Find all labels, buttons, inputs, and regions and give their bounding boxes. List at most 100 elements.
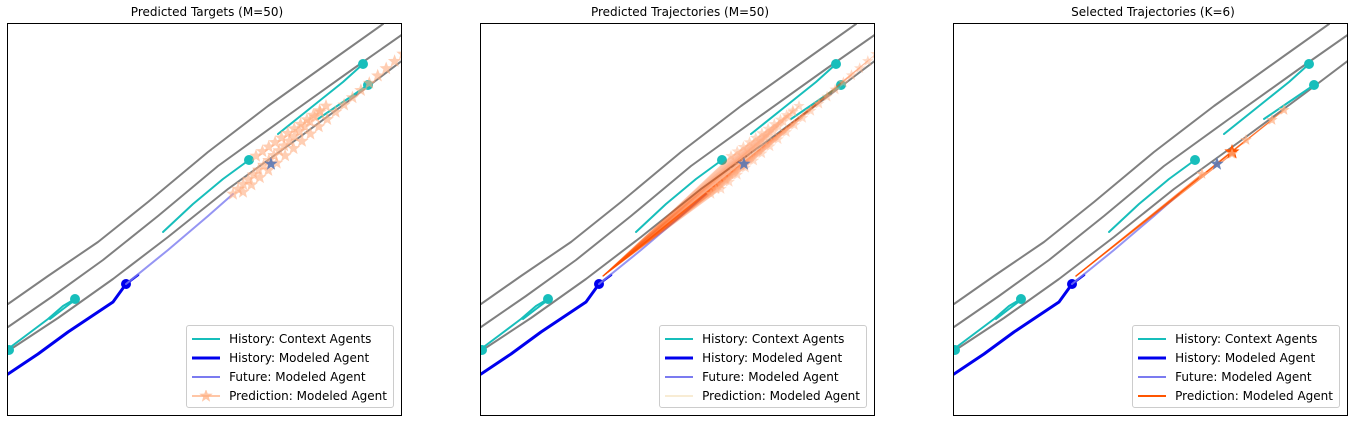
legend-item-context: History: Context Agents xyxy=(1137,329,1333,348)
prediction-target-star xyxy=(805,104,817,116)
context-history xyxy=(635,159,723,233)
prediction-target-star xyxy=(731,168,743,180)
legend-item-prediction: Prediction: Modeled Agent xyxy=(191,386,387,405)
prediction-target-star xyxy=(298,119,312,133)
predicted-trajectory xyxy=(602,96,828,277)
selected-trajectory xyxy=(1075,153,1233,277)
plot-area: History: Context Agents History: Modeled… xyxy=(953,23,1348,416)
context-history xyxy=(1108,159,1196,233)
predicted-trajectory xyxy=(602,81,844,277)
trajectory-plot xyxy=(481,24,874,376)
prediction-target-star xyxy=(837,76,850,88)
context-history xyxy=(277,63,364,135)
predicted-trajectory xyxy=(602,135,770,277)
prediction-target-star xyxy=(281,126,295,139)
prediction-target-star xyxy=(244,177,259,191)
context-history xyxy=(481,298,549,350)
predicted-trajectory xyxy=(602,183,722,277)
legend-swatch-graphic xyxy=(1138,337,1167,340)
prediction-target-star xyxy=(319,99,333,112)
context-agent-point xyxy=(481,345,487,355)
context-agent-point xyxy=(1016,294,1026,304)
predicted-trajectory xyxy=(602,167,746,277)
prediction-target-star xyxy=(729,163,741,175)
prediction-target-star xyxy=(295,134,309,147)
context-agent-point xyxy=(358,59,368,69)
legend-label: Prediction: Modeled Agent xyxy=(229,388,387,403)
legend-label: History: Context Agents xyxy=(1175,331,1318,346)
legend-swatch xyxy=(1137,390,1167,402)
context-history xyxy=(1223,63,1310,135)
predicted-trajectory xyxy=(602,110,812,277)
prediction-target-star xyxy=(793,100,805,111)
prediction-target-star xyxy=(362,76,376,89)
context-agent-point xyxy=(70,294,80,304)
context-agent-point xyxy=(244,155,254,165)
prediction-target-star xyxy=(854,62,866,74)
prediction-target-star xyxy=(300,112,314,126)
prediction-target-star xyxy=(231,182,245,195)
legend-swatch xyxy=(1137,371,1167,383)
context-history xyxy=(750,63,837,135)
context-history xyxy=(162,159,250,233)
legend-swatch xyxy=(191,371,221,383)
prediction-target-star xyxy=(261,163,275,176)
prediction-target-star xyxy=(762,122,774,134)
prediction-target-star xyxy=(354,83,368,96)
predicted-trajectory xyxy=(602,164,741,277)
legend-swatch xyxy=(664,371,694,383)
prediction-target-star xyxy=(756,147,768,159)
lane-boundary xyxy=(954,60,1347,352)
legend-swatch xyxy=(191,333,221,345)
prediction-target-star xyxy=(725,150,737,161)
prediction-target-star xyxy=(748,144,761,156)
prediction-target-star xyxy=(731,145,743,157)
legend-star xyxy=(199,389,213,402)
prediction-target-star xyxy=(758,134,770,146)
legend-item-future: Future: Modeled Agent xyxy=(664,367,860,386)
prediction-target-star xyxy=(772,120,785,132)
lane-boundary xyxy=(481,60,874,352)
predicted-trajectory xyxy=(602,155,732,277)
predicted-trajectory xyxy=(602,188,717,277)
prediction-target-star xyxy=(723,175,735,187)
context-agent-point xyxy=(836,80,846,90)
prediction-target-star xyxy=(772,133,784,145)
context-history xyxy=(790,84,842,120)
prediction-target-star xyxy=(705,188,717,199)
prediction-target-star xyxy=(777,115,790,127)
predicted-trajectory xyxy=(602,110,794,277)
predicted-trajectory xyxy=(602,103,820,277)
prediction-target-star xyxy=(743,136,756,148)
legend-swatch-graphic xyxy=(192,375,221,378)
predicted-trajectory xyxy=(602,154,751,277)
predicted-trajectory xyxy=(602,114,788,277)
modeled-history xyxy=(481,282,601,376)
predicted-trajectory xyxy=(602,137,757,277)
prediction-target-star xyxy=(312,119,326,133)
predicted-trajectory xyxy=(602,130,775,277)
legend-item-context: History: Context Agents xyxy=(664,329,860,348)
context-history xyxy=(522,299,549,320)
predicted-trajectory xyxy=(602,132,763,277)
plot-area: History: Context Agents History: Modeled… xyxy=(480,23,875,416)
prediction-target-star xyxy=(870,52,874,59)
predicted-trajectory xyxy=(602,188,722,277)
prediction-target-star xyxy=(724,168,736,180)
prediction-target-star xyxy=(719,173,732,185)
trajectory-plot xyxy=(8,24,401,376)
legend-item-prediction: Prediction: Modeled Agent xyxy=(664,386,860,405)
prediction-target-star xyxy=(287,121,301,135)
prediction-target-star xyxy=(768,125,780,137)
prediction-target-star xyxy=(715,183,727,194)
predicted-trajectory xyxy=(602,159,746,277)
lane-boundary xyxy=(8,34,401,328)
prediction-target-star xyxy=(787,106,799,117)
prediction-target-star xyxy=(1240,134,1252,145)
legend-item-modeled: History: Modeled Agent xyxy=(1137,348,1333,367)
lane-boundary xyxy=(8,24,384,305)
legend-swatch-graphic xyxy=(665,375,694,378)
predicted-trajectory xyxy=(602,193,712,277)
lane-boundary xyxy=(954,34,1347,328)
prediction-target-star xyxy=(396,51,401,60)
